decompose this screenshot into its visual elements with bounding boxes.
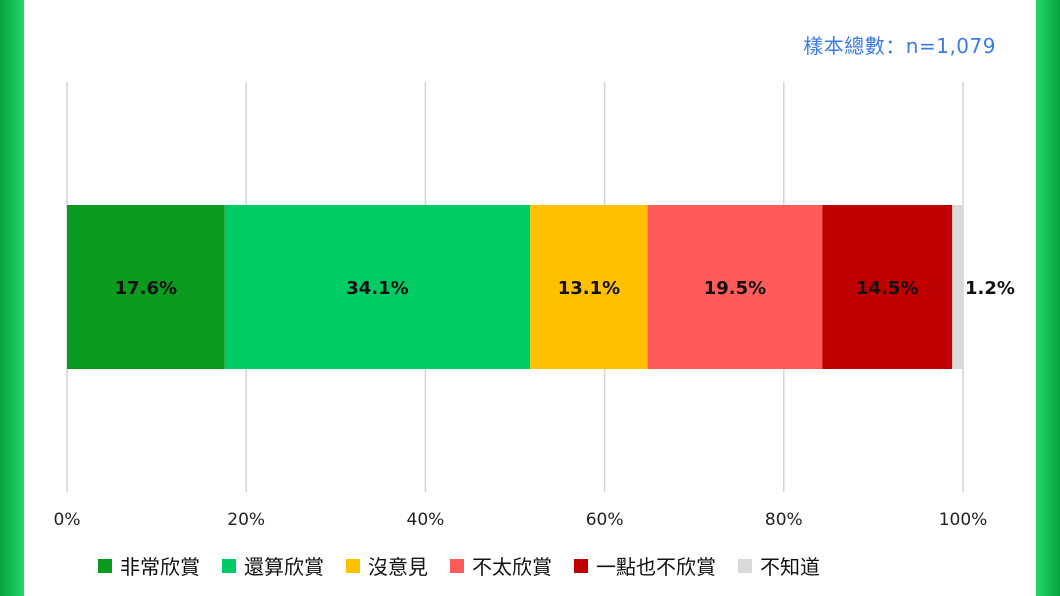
bar-segment <box>67 205 225 369</box>
legend-label: 非常欣賞 <box>120 555 200 579</box>
data-label: 17.6% <box>115 278 177 299</box>
x-tick-label: 40% <box>407 510 445 530</box>
legend-item: 非常欣賞 <box>98 551 200 580</box>
legend-swatch <box>738 558 752 573</box>
legend-label: 還算欣賞 <box>244 555 324 579</box>
legend-item: 不太欣賞 <box>450 551 552 580</box>
stacked-bar-chart: 17.6% 34.1% 13.1% 19.5% 14.5% 1.2% 0% 20% 40% 60… <box>54 82 1015 530</box>
data-label: 1.2% <box>965 278 1015 299</box>
data-label: 19.5% <box>704 278 766 299</box>
data-label: 14.5% <box>856 278 918 299</box>
chart-panel: 樣本總數：n=1,079 17.6% 34.1% 13.1% 19.5% 14.5% 1.… <box>24 0 1036 596</box>
legend-label: 不太欣賞 <box>472 555 552 579</box>
bar-segments <box>67 205 963 369</box>
bar-segment <box>952 205 963 369</box>
data-label: 34.1% <box>346 278 408 299</box>
left-border <box>0 0 24 596</box>
legend-item: 一點也不欣賞 <box>574 551 716 580</box>
bar-segment <box>224 205 531 369</box>
bar-segment <box>822 205 953 369</box>
x-tick-label: 20% <box>227 510 265 530</box>
legend-swatch <box>222 558 236 573</box>
legend-swatch <box>574 558 588 573</box>
x-axis-ticks: 0% 20% 40% 60% 80% 100% <box>54 510 988 530</box>
legend-item: 還算欣賞 <box>222 551 324 580</box>
right-border <box>1036 0 1060 596</box>
x-tick-label: 60% <box>586 510 624 530</box>
legend-label: 沒意見 <box>368 555 428 579</box>
x-tick-label: 0% <box>54 510 81 530</box>
data-label: 13.1% <box>558 278 620 299</box>
legend-swatch <box>98 558 112 573</box>
x-tick-label: 80% <box>765 510 803 530</box>
legend-label: 不知道 <box>760 555 820 579</box>
bar-segment <box>530 205 648 369</box>
bar-segment <box>647 205 823 369</box>
data-labels: 17.6% 34.1% 13.1% 19.5% 14.5% 1.2% <box>115 278 1015 299</box>
x-tick-label: 100% <box>939 510 988 530</box>
sample-size-label: 樣本總數：n=1,079 <box>803 34 996 58</box>
legend-swatch <box>450 558 464 573</box>
legend-item: 沒意見 <box>346 551 428 580</box>
legend-label: 一點也不欣賞 <box>596 555 716 579</box>
legend: 非常欣賞 還算欣賞 沒意見 不太欣賞 一點也不欣賞 不知道 <box>98 551 842 580</box>
legend-swatch <box>346 558 360 573</box>
legend-item: 不知道 <box>738 551 820 580</box>
